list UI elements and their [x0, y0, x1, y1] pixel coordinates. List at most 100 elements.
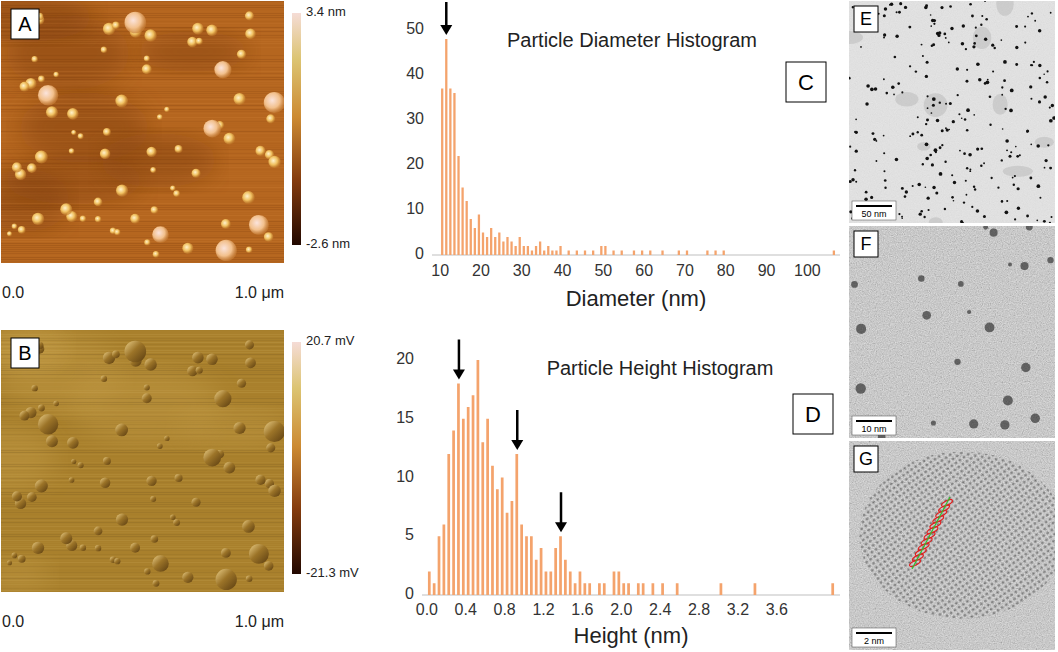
scan-line	[1, 235, 284, 236]
particle	[95, 216, 101, 222]
bar	[755, 255, 757, 256]
y-tick-label: 10	[396, 468, 414, 485]
scan-line	[1, 520, 284, 521]
nanoparticle	[1050, 216, 1052, 218]
particle	[214, 390, 231, 407]
colorbar	[292, 342, 301, 574]
scan-line	[1, 552, 284, 553]
nanoparticle	[1049, 107, 1051, 109]
bar	[747, 255, 749, 256]
x-tick-label: 40	[554, 262, 572, 279]
nanoparticle	[930, 25, 932, 27]
particle	[35, 480, 48, 493]
scan-line	[1, 376, 284, 377]
bar	[632, 595, 635, 596]
particle	[38, 414, 58, 434]
nanoparticle	[971, 15, 974, 18]
nanoparticle	[1020, 262, 1028, 270]
bar	[800, 255, 802, 256]
scan-line	[1, 225, 284, 226]
scan-line	[1, 532, 284, 533]
scan-line	[1, 251, 284, 252]
panel-letter-box	[786, 62, 826, 102]
bar	[718, 255, 720, 256]
bar	[564, 560, 567, 595]
bar	[700, 595, 703, 596]
scale-bar-label: 10 nm	[861, 424, 886, 434]
nanoparticle	[849, 77, 851, 80]
bar	[652, 583, 655, 595]
scan-line	[1, 227, 284, 228]
colorbar-label: -2.6 nm	[306, 236, 350, 251]
nanoparticle	[1006, 200, 1008, 202]
particle	[234, 422, 246, 434]
nanoparticle	[964, 118, 967, 121]
scan-line	[1, 588, 284, 589]
bar	[767, 255, 769, 256]
bar	[690, 255, 692, 256]
nanoparticle	[912, 185, 914, 187]
bar	[462, 419, 465, 595]
bar	[715, 595, 718, 596]
nanoparticle	[919, 212, 922, 215]
scan-line	[1, 65, 284, 66]
bar	[579, 572, 582, 596]
tem-blotch	[973, 27, 992, 49]
colorbar-label: -21.3 mV	[306, 565, 359, 580]
nanoparticle	[884, 7, 887, 10]
bar	[478, 215, 480, 256]
scan-line	[1, 173, 284, 174]
bar	[735, 255, 737, 256]
particle	[245, 11, 254, 20]
bar	[486, 237, 488, 255]
scan-line	[1, 169, 284, 170]
bar	[780, 255, 782, 256]
nanoparticle	[930, 14, 932, 16]
scan-line	[1, 41, 284, 42]
arrow-head	[555, 522, 567, 532]
arrow-head	[453, 370, 465, 380]
nanoparticle	[864, 197, 868, 201]
nanoparticle	[985, 18, 988, 21]
scan-line	[1, 179, 284, 180]
particle	[144, 29, 156, 41]
scan-line	[1, 342, 284, 343]
bar	[829, 255, 831, 256]
particle	[246, 576, 253, 583]
scan-line	[1, 372, 284, 373]
nanoparticle	[1029, 85, 1032, 88]
nanoparticle	[921, 44, 923, 46]
nanoparticle	[961, 42, 965, 46]
particle	[38, 85, 58, 105]
nanoparticle	[985, 322, 995, 332]
nanoparticle	[865, 191, 868, 194]
nanoparticle	[922, 311, 931, 320]
particle	[206, 354, 218, 366]
arrow	[555, 492, 567, 532]
nanoparticle	[909, 65, 911, 67]
particle	[100, 478, 110, 488]
nanoparticle	[872, 132, 875, 135]
bar	[727, 255, 729, 256]
nanoparticle	[875, 160, 877, 162]
nanoparticle	[855, 131, 858, 134]
scan-line	[1, 526, 284, 527]
particle	[146, 476, 156, 486]
scan-line	[1, 145, 284, 146]
nanoparticle	[851, 281, 858, 288]
scan-line	[1, 394, 284, 395]
nanoparticle	[1001, 159, 1003, 161]
scan-line	[1, 257, 284, 258]
scan-line	[1, 392, 284, 393]
bar	[494, 237, 496, 255]
scale-bar	[856, 205, 892, 207]
histogram-panel: 051015200.00.40.81.21.62.02.42.83.23.6Pa…	[396, 340, 840, 649]
particle	[46, 106, 58, 118]
bar	[820, 255, 822, 256]
scan-line	[1, 582, 284, 583]
nanoparticle	[901, 217, 903, 219]
scan-line	[1, 332, 284, 333]
nanoparticle	[920, 210, 923, 213]
bar	[580, 255, 582, 256]
nanoparticle	[1038, 100, 1041, 103]
